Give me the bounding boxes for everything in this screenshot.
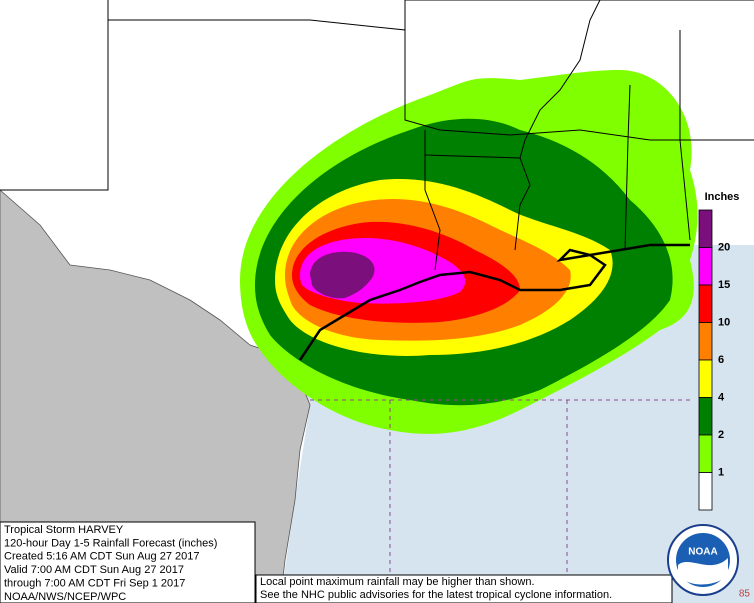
boundaries <box>0 0 754 271</box>
logo-wave <box>678 558 728 585</box>
grid-lines <box>310 399 690 575</box>
legend-swatch <box>698 322 713 361</box>
legend-label: 1 <box>718 466 724 478</box>
legend-swatch <box>698 434 713 473</box>
info-line: NOAA/NWS/NCEP/WPC <box>4 591 126 603</box>
legend-swatch <box>698 472 713 511</box>
legend-label: 6 <box>718 354 724 366</box>
rainfall-contours <box>240 70 698 434</box>
legend-label: 10 <box>718 316 730 328</box>
legend-swatch <box>698 359 713 398</box>
state-line <box>679 30 691 241</box>
legend-swatch <box>698 209 713 248</box>
info-line: 120-hour Day 1-5 Rainfall Forecast (inch… <box>4 537 217 549</box>
info-line: Valid 7:00 AM CDT Sun Aug 27 2017 <box>4 564 184 576</box>
legend-swatch <box>698 397 713 436</box>
noaa-logo: NOAA <box>667 524 739 596</box>
legend-label: 2 <box>718 429 724 441</box>
legend-swatch <box>698 247 713 286</box>
info-line: through 7:00 AM CDT Fri Sep 1 2017 <box>4 578 185 590</box>
legend-swatch <box>698 284 713 323</box>
state-line <box>424 154 531 251</box>
state-line <box>624 84 631 251</box>
band-20in <box>310 251 375 299</box>
info-line: Created 5:16 AM CDT Sun Aug 27 2017 <box>4 551 199 563</box>
state-line <box>424 130 441 271</box>
footnote-line: Local point maximum rainfall may be high… <box>260 576 535 588</box>
legend-title: Inches <box>705 191 740 203</box>
logo-text: NOAA <box>688 547 717 558</box>
footnote-box <box>255 574 673 603</box>
info-line: Tropical Storm HARVEY <box>4 524 124 536</box>
state-line <box>519 0 601 159</box>
coastline <box>298 243 690 361</box>
legend-label: 20 <box>718 241 730 253</box>
legend: Inches 20 15 10 6 4 2 1 <box>698 191 740 511</box>
state-line <box>0 0 109 191</box>
legend-label: 15 <box>718 279 730 291</box>
corner-number: 85 <box>739 589 751 600</box>
state-line <box>108 19 754 141</box>
info-box <box>0 521 256 603</box>
footnote-text: Local point maximum rainfall may be high… <box>260 576 612 601</box>
footnote-line: See the NHC public advisories for the la… <box>260 589 612 601</box>
legend-label: 4 <box>718 391 725 403</box>
